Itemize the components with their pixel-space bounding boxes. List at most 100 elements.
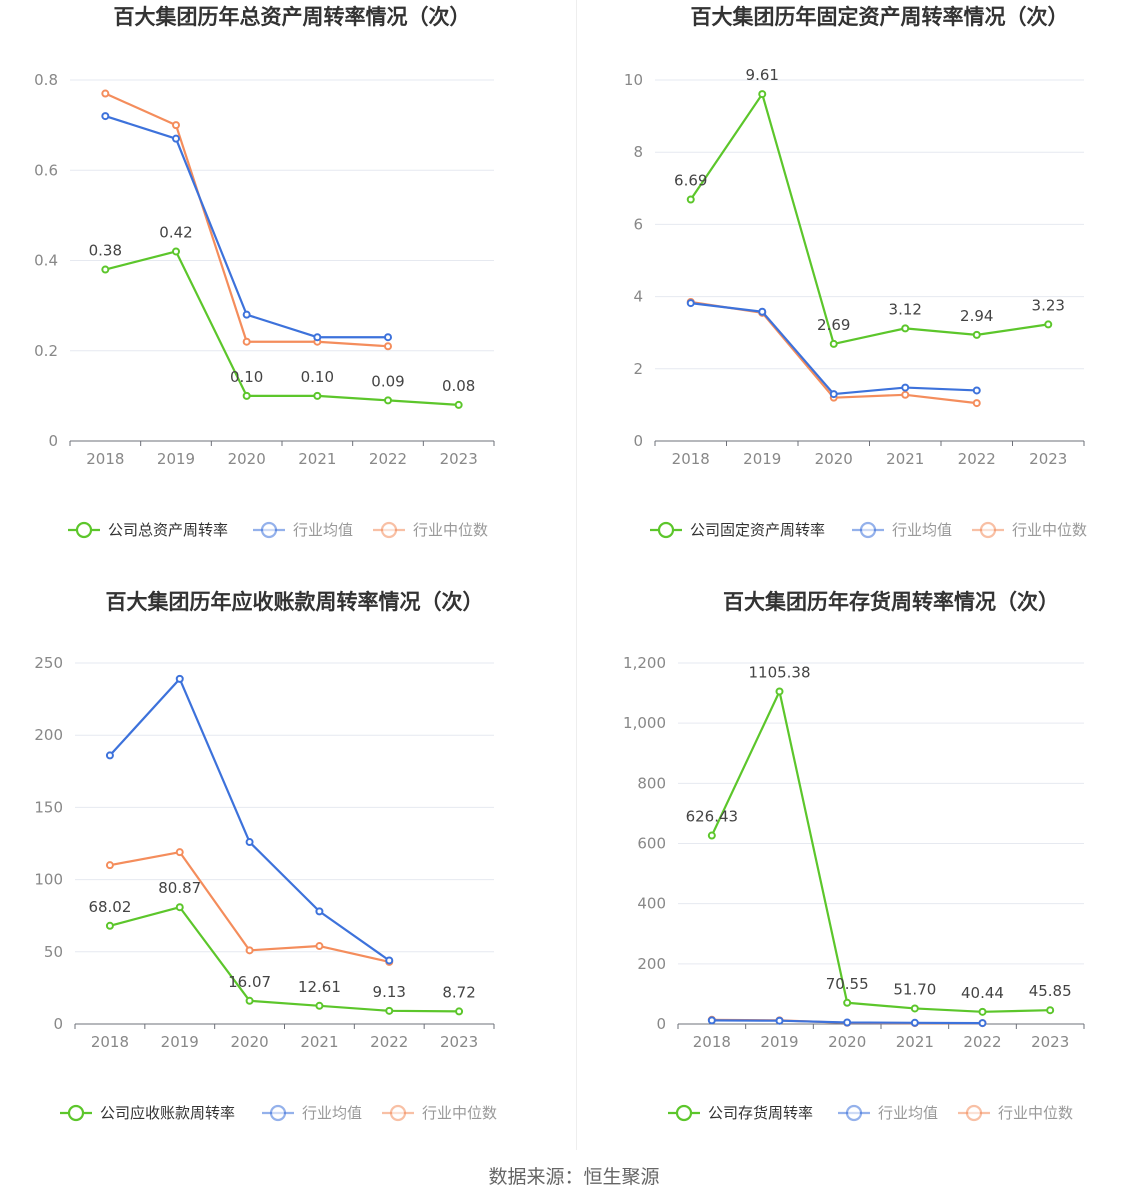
legend-label: 行业中位数	[1012, 521, 1087, 539]
data-point	[315, 942, 324, 951]
x-tick-label: 2021	[298, 450, 336, 468]
x-tick-label: 2018	[91, 1033, 129, 1051]
y-tick-label: 400	[637, 895, 666, 913]
legend-item[interactable]: 行业中位数	[373, 521, 488, 539]
legend-item[interactable]: 行业中位数	[958, 1104, 1073, 1122]
series-line	[710, 690, 1051, 1013]
data-point	[101, 265, 110, 274]
y-tick-label: 2	[633, 360, 643, 378]
legend-marker	[845, 1104, 863, 1122]
data-point	[101, 89, 110, 98]
data-point	[105, 861, 114, 870]
x-tick-label: 2020	[828, 1033, 866, 1051]
legend-label: 行业均值	[878, 1104, 938, 1122]
y-tick-label: 4	[633, 288, 643, 306]
legend-label: 公司总资产周转率	[108, 521, 228, 539]
data-point	[245, 946, 254, 955]
data-label: 51.70	[893, 980, 936, 998]
series-line	[109, 851, 390, 963]
y-tick-label: 800	[637, 774, 666, 792]
series-line	[109, 906, 460, 1013]
y-tick-label: 0.8	[34, 71, 58, 89]
data-label: 40.44	[961, 984, 1004, 1002]
y-tick-label: 0.2	[34, 342, 58, 360]
legend-marker	[67, 1104, 85, 1122]
panel-divider	[576, 0, 577, 1150]
legend-marker	[965, 1104, 983, 1122]
legend-item[interactable]: 公司存货周转率	[668, 1104, 813, 1122]
data-point	[245, 838, 254, 847]
data-point	[775, 687, 784, 696]
y-tick-label: 0	[656, 1015, 666, 1033]
data-point	[172, 247, 180, 256]
chart-svg: 百大集团历年固定资产周转率情况（次） 0 2 4 6 8 10 2018 2019 2020 202…	[624, 5, 1087, 539]
legend-label: 公司应收账款周转率	[100, 1104, 235, 1122]
y-tick-label: 150	[34, 798, 63, 816]
data-point	[775, 1016, 784, 1025]
y-tick-label: 0	[53, 1015, 63, 1033]
x-tick-label: 2020	[230, 1033, 268, 1051]
chart-panel-receivables-turnover: 百大集团历年应收账款周转率情况（次） 0 50 100 150 200 250 2018 201…	[0, 583, 574, 1166]
legend-marker	[675, 1104, 693, 1122]
data-point	[972, 386, 981, 395]
x-tick-label: 2023	[1031, 1033, 1069, 1051]
x-tick-label: 2023	[1029, 450, 1067, 468]
chart-svg: 百大集团历年存货周转率情况（次） 0 200 400 600 800 1,000 1,200 2…	[623, 590, 1085, 1122]
data-label: 16.07	[228, 973, 271, 991]
data-point	[175, 674, 184, 683]
legend-item[interactable]: 公司总资产周转率	[68, 521, 228, 539]
data-point	[686, 195, 695, 204]
data-point	[910, 1004, 919, 1013]
data-label: 1105.38	[748, 663, 810, 681]
x-tick-label: 2021	[886, 450, 924, 468]
legend-label: 行业中位数	[998, 1104, 1073, 1122]
data-point	[972, 330, 981, 339]
y-tick-label: 200	[34, 726, 63, 744]
data-label: 3.12	[889, 300, 922, 318]
chart-panel-total-asset-turnover: 百大集团历年总资产周转率情况（次） 0 0.2 0.4 0.6 0.8 2018 2019 20…	[0, 0, 574, 583]
legend-item[interactable]: 公司固定资产周转率	[650, 521, 825, 539]
legend-item[interactable]: 公司应收账款周转率	[60, 1104, 235, 1122]
data-point	[901, 324, 910, 333]
chart-title: 百大集团历年应收账款周转率情况（次）	[106, 590, 484, 614]
x-tick-label: 2022	[370, 1033, 408, 1051]
legend-item[interactable]: 行业中位数	[972, 521, 1087, 539]
x-tick-label: 2018	[86, 450, 124, 468]
data-point	[901, 390, 910, 399]
legend-marker	[380, 521, 398, 539]
legend-marker	[260, 521, 278, 539]
x-tick-label: 2018	[693, 1033, 731, 1051]
legend-item[interactable]: 行业均值	[262, 1104, 362, 1122]
data-point	[242, 337, 251, 346]
data-point	[758, 90, 767, 99]
legend-marker	[389, 1104, 407, 1122]
legend-item[interactable]: 行业均值	[852, 521, 952, 539]
data-point	[758, 307, 767, 316]
legend-item[interactable]: 行业均值	[253, 521, 353, 539]
data-label: 2.94	[960, 307, 993, 325]
legend-item[interactable]: 行业均值	[838, 1104, 938, 1122]
x-tick-label: 2020	[228, 450, 266, 468]
x-tick-label: 2019	[157, 450, 195, 468]
y-tick-label: 6	[633, 215, 643, 233]
x-tick-label: 2020	[815, 450, 853, 468]
x-tick-label: 2019	[760, 1033, 798, 1051]
y-tick-label: 0	[48, 432, 58, 450]
data-point	[175, 848, 184, 857]
data-point	[385, 1006, 394, 1015]
legend-marker	[657, 521, 675, 539]
series-line	[104, 92, 389, 348]
data-label: 0.10	[230, 368, 263, 386]
data-point	[315, 907, 324, 916]
chart-title: 百大集团历年固定资产周转率情况（次）	[691, 5, 1069, 29]
chart-panel-inventory-turnover: 百大集团历年存货周转率情况（次） 0 200 400 600 800 1,000 1,200 2…	[584, 583, 1148, 1166]
data-label: 2.69	[817, 316, 850, 334]
series-line	[689, 92, 1049, 345]
y-tick-label: 0.6	[34, 161, 58, 179]
data-point	[105, 751, 114, 760]
legend-item[interactable]: 行业中位数	[382, 1104, 497, 1122]
x-tick-label: 2019	[743, 450, 781, 468]
data-point	[707, 831, 716, 840]
data-point	[313, 333, 322, 342]
data-point	[686, 299, 695, 308]
